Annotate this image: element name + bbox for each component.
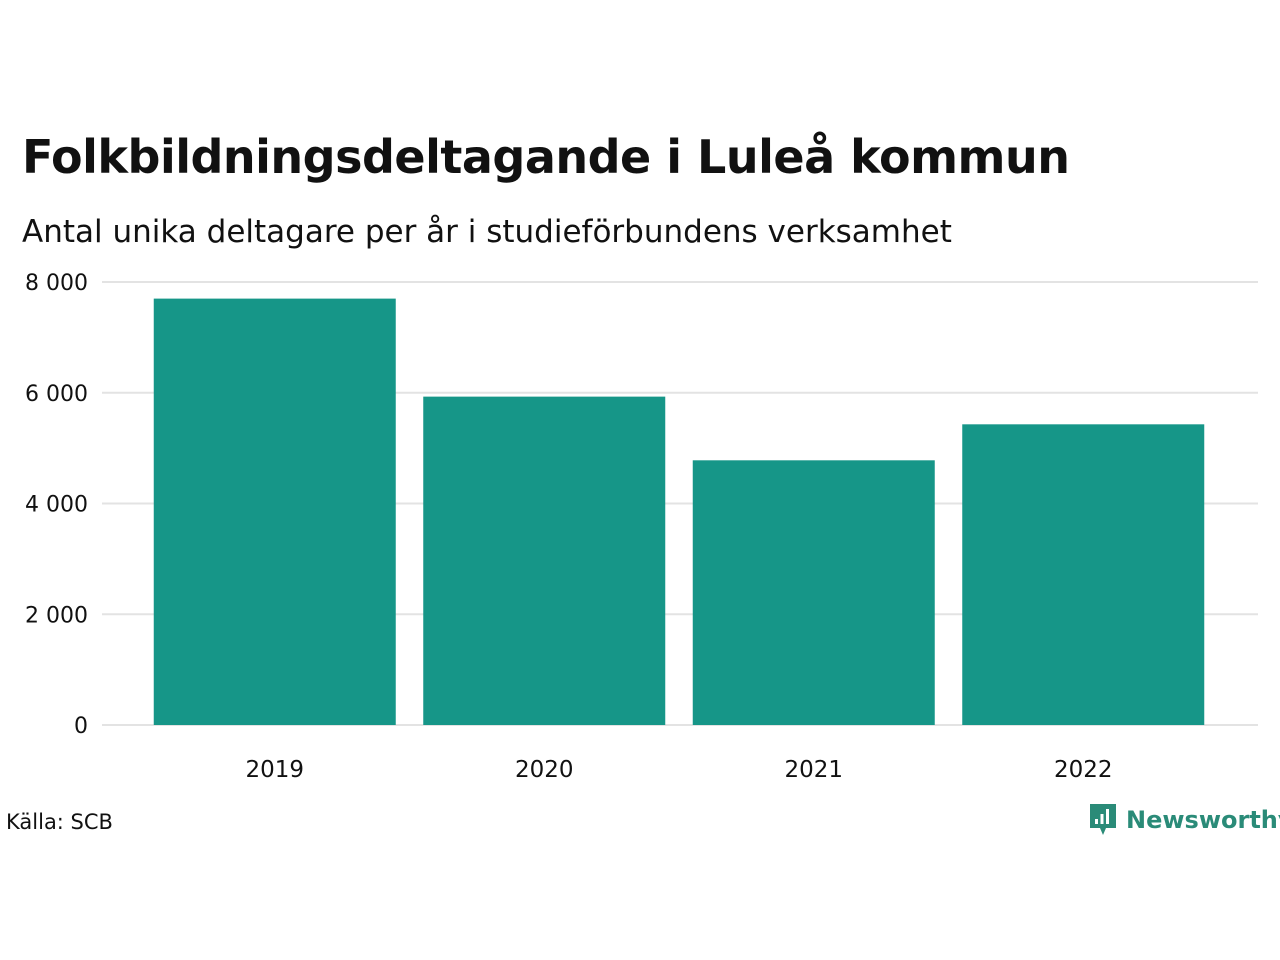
x-tick-label: 2021: [784, 757, 843, 783]
x-axis-ticks: 2019 2020 2021 2022: [245, 757, 1112, 783]
brand-name: Newsworthy: [1126, 806, 1280, 834]
chart-title: Folkbildningsdeltagande i Luleå kommun: [22, 130, 1070, 184]
bars: [153, 298, 1205, 725]
y-axis-ticks: 0 2 000 4 000 6 000 8 000: [25, 271, 88, 739]
newsworthy-logo[interactable]: Newsworthy: [1088, 802, 1280, 838]
newsworthy-logo-icon: [1090, 804, 1116, 835]
y-tick-label: 2 000: [25, 603, 88, 628]
bar-2022: [962, 424, 1205, 725]
chart-subtitle: Antal unika deltagare per år i studieför…: [22, 214, 952, 250]
x-tick-label: 2019: [245, 757, 304, 783]
bar-2020: [423, 396, 666, 725]
bar-2021: [692, 460, 935, 725]
y-tick-label: 6 000: [25, 382, 88, 407]
x-tick-label: 2022: [1054, 757, 1113, 783]
y-tick-label: 8 000: [25, 271, 88, 296]
bar-2019: [153, 298, 396, 725]
y-tick-label: 4 000: [25, 493, 88, 518]
y-tick-label: 0: [74, 714, 88, 739]
source-note: Källa: SCB: [6, 810, 113, 834]
x-tick-label: 2020: [515, 757, 574, 783]
